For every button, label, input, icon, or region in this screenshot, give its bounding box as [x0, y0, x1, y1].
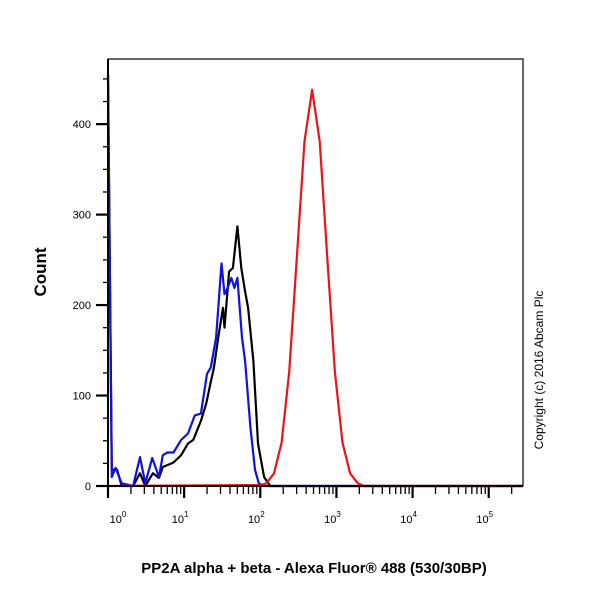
- x-tick-label: 105: [476, 510, 493, 526]
- x-tick-base: 10: [324, 514, 336, 526]
- x-tick-exponent: 0: [122, 510, 127, 519]
- y-axis: 0 100 200 300 400: [73, 78, 108, 493]
- y-axis-label: Count: [31, 247, 50, 296]
- x-tick-base: 10: [172, 514, 184, 526]
- copyright-annotation: Copyright (c) 2016 Abcam Plc: [532, 291, 546, 450]
- x-tick-base: 10: [400, 514, 412, 526]
- series-black-line: [106, 75, 523, 488]
- y-tick-label: 400: [73, 119, 91, 131]
- plot-frame: [107, 58, 524, 487]
- x-tick-base: 10: [248, 514, 260, 526]
- x-tick-base: 10: [110, 514, 122, 526]
- x-tick-exponent: 1: [184, 510, 189, 519]
- x-axis: 100 101 102 103 104 105: [106, 486, 513, 526]
- x-tick-exponent: 4: [412, 510, 417, 519]
- x-tick-exponent: 3: [336, 510, 341, 519]
- x-axis-label: PP2A alpha + beta - Alexa Fluor® 488 (53…: [141, 560, 487, 577]
- x-tick-exponent: 2: [260, 510, 265, 519]
- x-tick-label: 101: [172, 510, 189, 526]
- x-tick-label: 100: [110, 510, 127, 526]
- series-red-line: [107, 88, 523, 488]
- series-group: [106, 75, 523, 488]
- y-tick-label: 200: [73, 300, 91, 312]
- x-tick-exponent: 5: [489, 510, 494, 519]
- series-blue-line: [106, 75, 523, 488]
- x-tick-label: 104: [400, 510, 417, 526]
- y-tick-label: 300: [73, 210, 91, 222]
- y-tick-label: 100: [73, 391, 91, 403]
- y-tick-label: 0: [85, 481, 91, 493]
- x-tick-label: 103: [324, 510, 341, 526]
- x-tick-label: 102: [248, 510, 265, 526]
- x-tick-base: 10: [476, 514, 488, 526]
